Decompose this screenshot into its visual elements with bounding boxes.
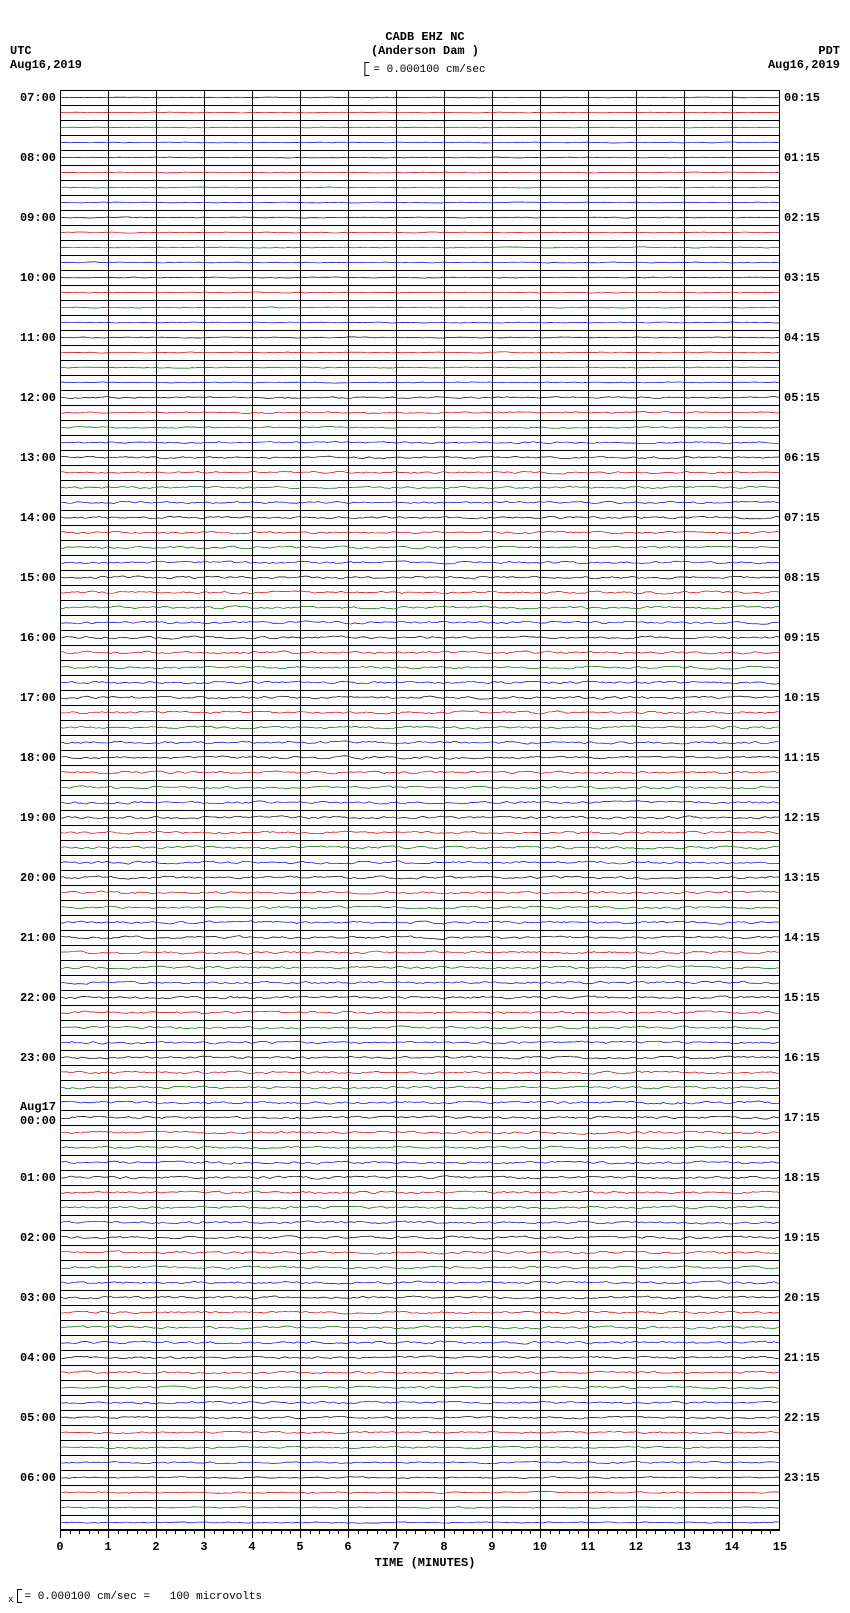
pdt-time-label: 12:15 xyxy=(784,811,820,825)
utc-time-label: 20:00 xyxy=(20,871,56,885)
utc-time-label: 03:00 xyxy=(20,1291,56,1305)
footer-scale: x= 0.000100 cm/sec = 100 microvolts xyxy=(8,1589,262,1605)
scale-indicator: = 0.000100 cm/sec xyxy=(364,62,485,76)
utc-time-label: 12:00 xyxy=(20,391,56,405)
pdt-time-label: 19:15 xyxy=(784,1231,820,1245)
utc-time-label: 22:00 xyxy=(20,991,56,1005)
pdt-time-label: 02:15 xyxy=(784,211,820,225)
pdt-time-label: 03:15 xyxy=(784,271,820,285)
pdt-time-label: 08:15 xyxy=(784,571,820,585)
pdt-time-label: 01:15 xyxy=(784,151,820,165)
utc-time-label: 06:00 xyxy=(20,1471,56,1485)
pdt-time-label: 21:15 xyxy=(784,1351,820,1365)
utc-time-label: 18:00 xyxy=(20,751,56,765)
x-tick-label: 7 xyxy=(392,1540,399,1554)
utc-time-label: 17:00 xyxy=(20,691,56,705)
utc-time-label: 15:00 xyxy=(20,571,56,585)
x-tick-label: 13 xyxy=(677,1540,691,1554)
pdt-time-label: 04:15 xyxy=(784,331,820,345)
x-tick-label: 0 xyxy=(56,1540,63,1554)
pdt-time-label: 10:15 xyxy=(784,691,820,705)
pdt-time-label: 16:15 xyxy=(784,1051,820,1065)
station-location: (Anderson Dam ) xyxy=(371,44,479,58)
pdt-time-label: 13:15 xyxy=(784,871,820,885)
utc-time-label: 08:00 xyxy=(20,151,56,165)
x-tick-label: 10 xyxy=(533,1540,547,1554)
utc-time-label: 14:00 xyxy=(20,511,56,525)
x-tick-label: 9 xyxy=(488,1540,495,1554)
utc-time-label: 23:00 xyxy=(20,1051,56,1065)
pdt-time-label: 23:15 xyxy=(784,1471,820,1485)
pdt-time-label: 00:15 xyxy=(784,91,820,105)
left-timezone: UTC xyxy=(10,44,32,58)
x-tick-label: 4 xyxy=(248,1540,255,1554)
station-code: CADB EHZ NC xyxy=(385,30,464,44)
x-tick-label: 15 xyxy=(773,1540,787,1554)
utc-time-label: 05:00 xyxy=(20,1411,56,1425)
utc-time-label: Aug1700:00 xyxy=(20,1100,56,1128)
x-tick-label: 12 xyxy=(629,1540,643,1554)
utc-time-label: 19:00 xyxy=(20,811,56,825)
utc-time-label: 16:00 xyxy=(20,631,56,645)
utc-time-label: 07:00 xyxy=(20,91,56,105)
pdt-time-label: 06:15 xyxy=(784,451,820,465)
x-tick-label: 11 xyxy=(581,1540,595,1554)
x-tick-label: 2 xyxy=(152,1540,159,1554)
pdt-time-label: 18:15 xyxy=(784,1171,820,1185)
utc-time-label: 11:00 xyxy=(20,331,56,345)
utc-time-label: 01:00 xyxy=(20,1171,56,1185)
pdt-time-label: 14:15 xyxy=(784,931,820,945)
seismogram-page: CADB EHZ NC (Anderson Dam ) = 0.000100 c… xyxy=(0,0,850,1613)
right-date: Aug16,2019 xyxy=(768,58,840,72)
pdt-time-label: 09:15 xyxy=(784,631,820,645)
x-axis-title: TIME (MINUTES) xyxy=(375,1556,476,1570)
x-tick-label: 3 xyxy=(200,1540,207,1554)
pdt-time-label: 15:15 xyxy=(784,991,820,1005)
utc-time-label: 02:00 xyxy=(20,1231,56,1245)
pdt-time-label: 22:15 xyxy=(784,1411,820,1425)
right-timezone: PDT xyxy=(818,44,840,58)
utc-time-label: 21:00 xyxy=(20,931,56,945)
utc-time-label: 13:00 xyxy=(20,451,56,465)
pdt-time-label: 11:15 xyxy=(784,751,820,765)
utc-time-label: 10:00 xyxy=(20,271,56,285)
pdt-time-label: 20:15 xyxy=(784,1291,820,1305)
x-tick-label: 5 xyxy=(296,1540,303,1554)
x-tick-label: 6 xyxy=(344,1540,351,1554)
x-tick-label: 1 xyxy=(104,1540,111,1554)
x-tick-label: 14 xyxy=(725,1540,739,1554)
pdt-time-label: 07:15 xyxy=(784,511,820,525)
pdt-time-label: 17:15 xyxy=(784,1111,820,1125)
x-tick-label: 8 xyxy=(440,1540,447,1554)
pdt-time-label: 05:15 xyxy=(784,391,820,405)
helicorder-plot xyxy=(60,90,780,1555)
left-date: Aug16,2019 xyxy=(10,58,82,72)
utc-time-label: 04:00 xyxy=(20,1351,56,1365)
utc-time-label: 09:00 xyxy=(20,211,56,225)
